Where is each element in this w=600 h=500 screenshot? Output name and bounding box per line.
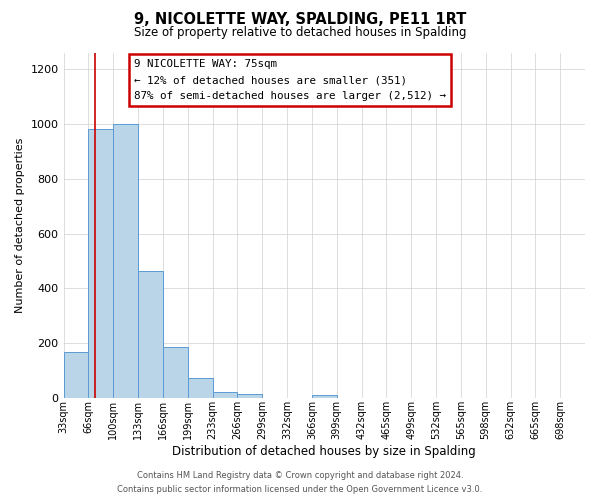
Bar xyxy=(212,392,238,398)
Bar xyxy=(312,395,337,398)
Bar xyxy=(188,378,212,398)
Text: 9 NICOLETTE WAY: 75sqm
← 12% of detached houses are smaller (351)
87% of semi-de: 9 NICOLETTE WAY: 75sqm ← 12% of detached… xyxy=(134,60,446,100)
Bar xyxy=(238,394,262,398)
Text: Size of property relative to detached houses in Spalding: Size of property relative to detached ho… xyxy=(134,26,466,39)
Bar xyxy=(64,352,88,398)
Bar xyxy=(113,124,138,398)
Bar xyxy=(138,272,163,398)
Text: Contains HM Land Registry data © Crown copyright and database right 2024.
Contai: Contains HM Land Registry data © Crown c… xyxy=(118,472,482,494)
Bar xyxy=(163,348,188,398)
X-axis label: Distribution of detached houses by size in Spalding: Distribution of detached houses by size … xyxy=(172,444,476,458)
Text: 9, NICOLETTE WAY, SPALDING, PE11 1RT: 9, NICOLETTE WAY, SPALDING, PE11 1RT xyxy=(134,12,466,28)
Bar xyxy=(88,130,113,398)
Y-axis label: Number of detached properties: Number of detached properties xyxy=(15,138,25,313)
